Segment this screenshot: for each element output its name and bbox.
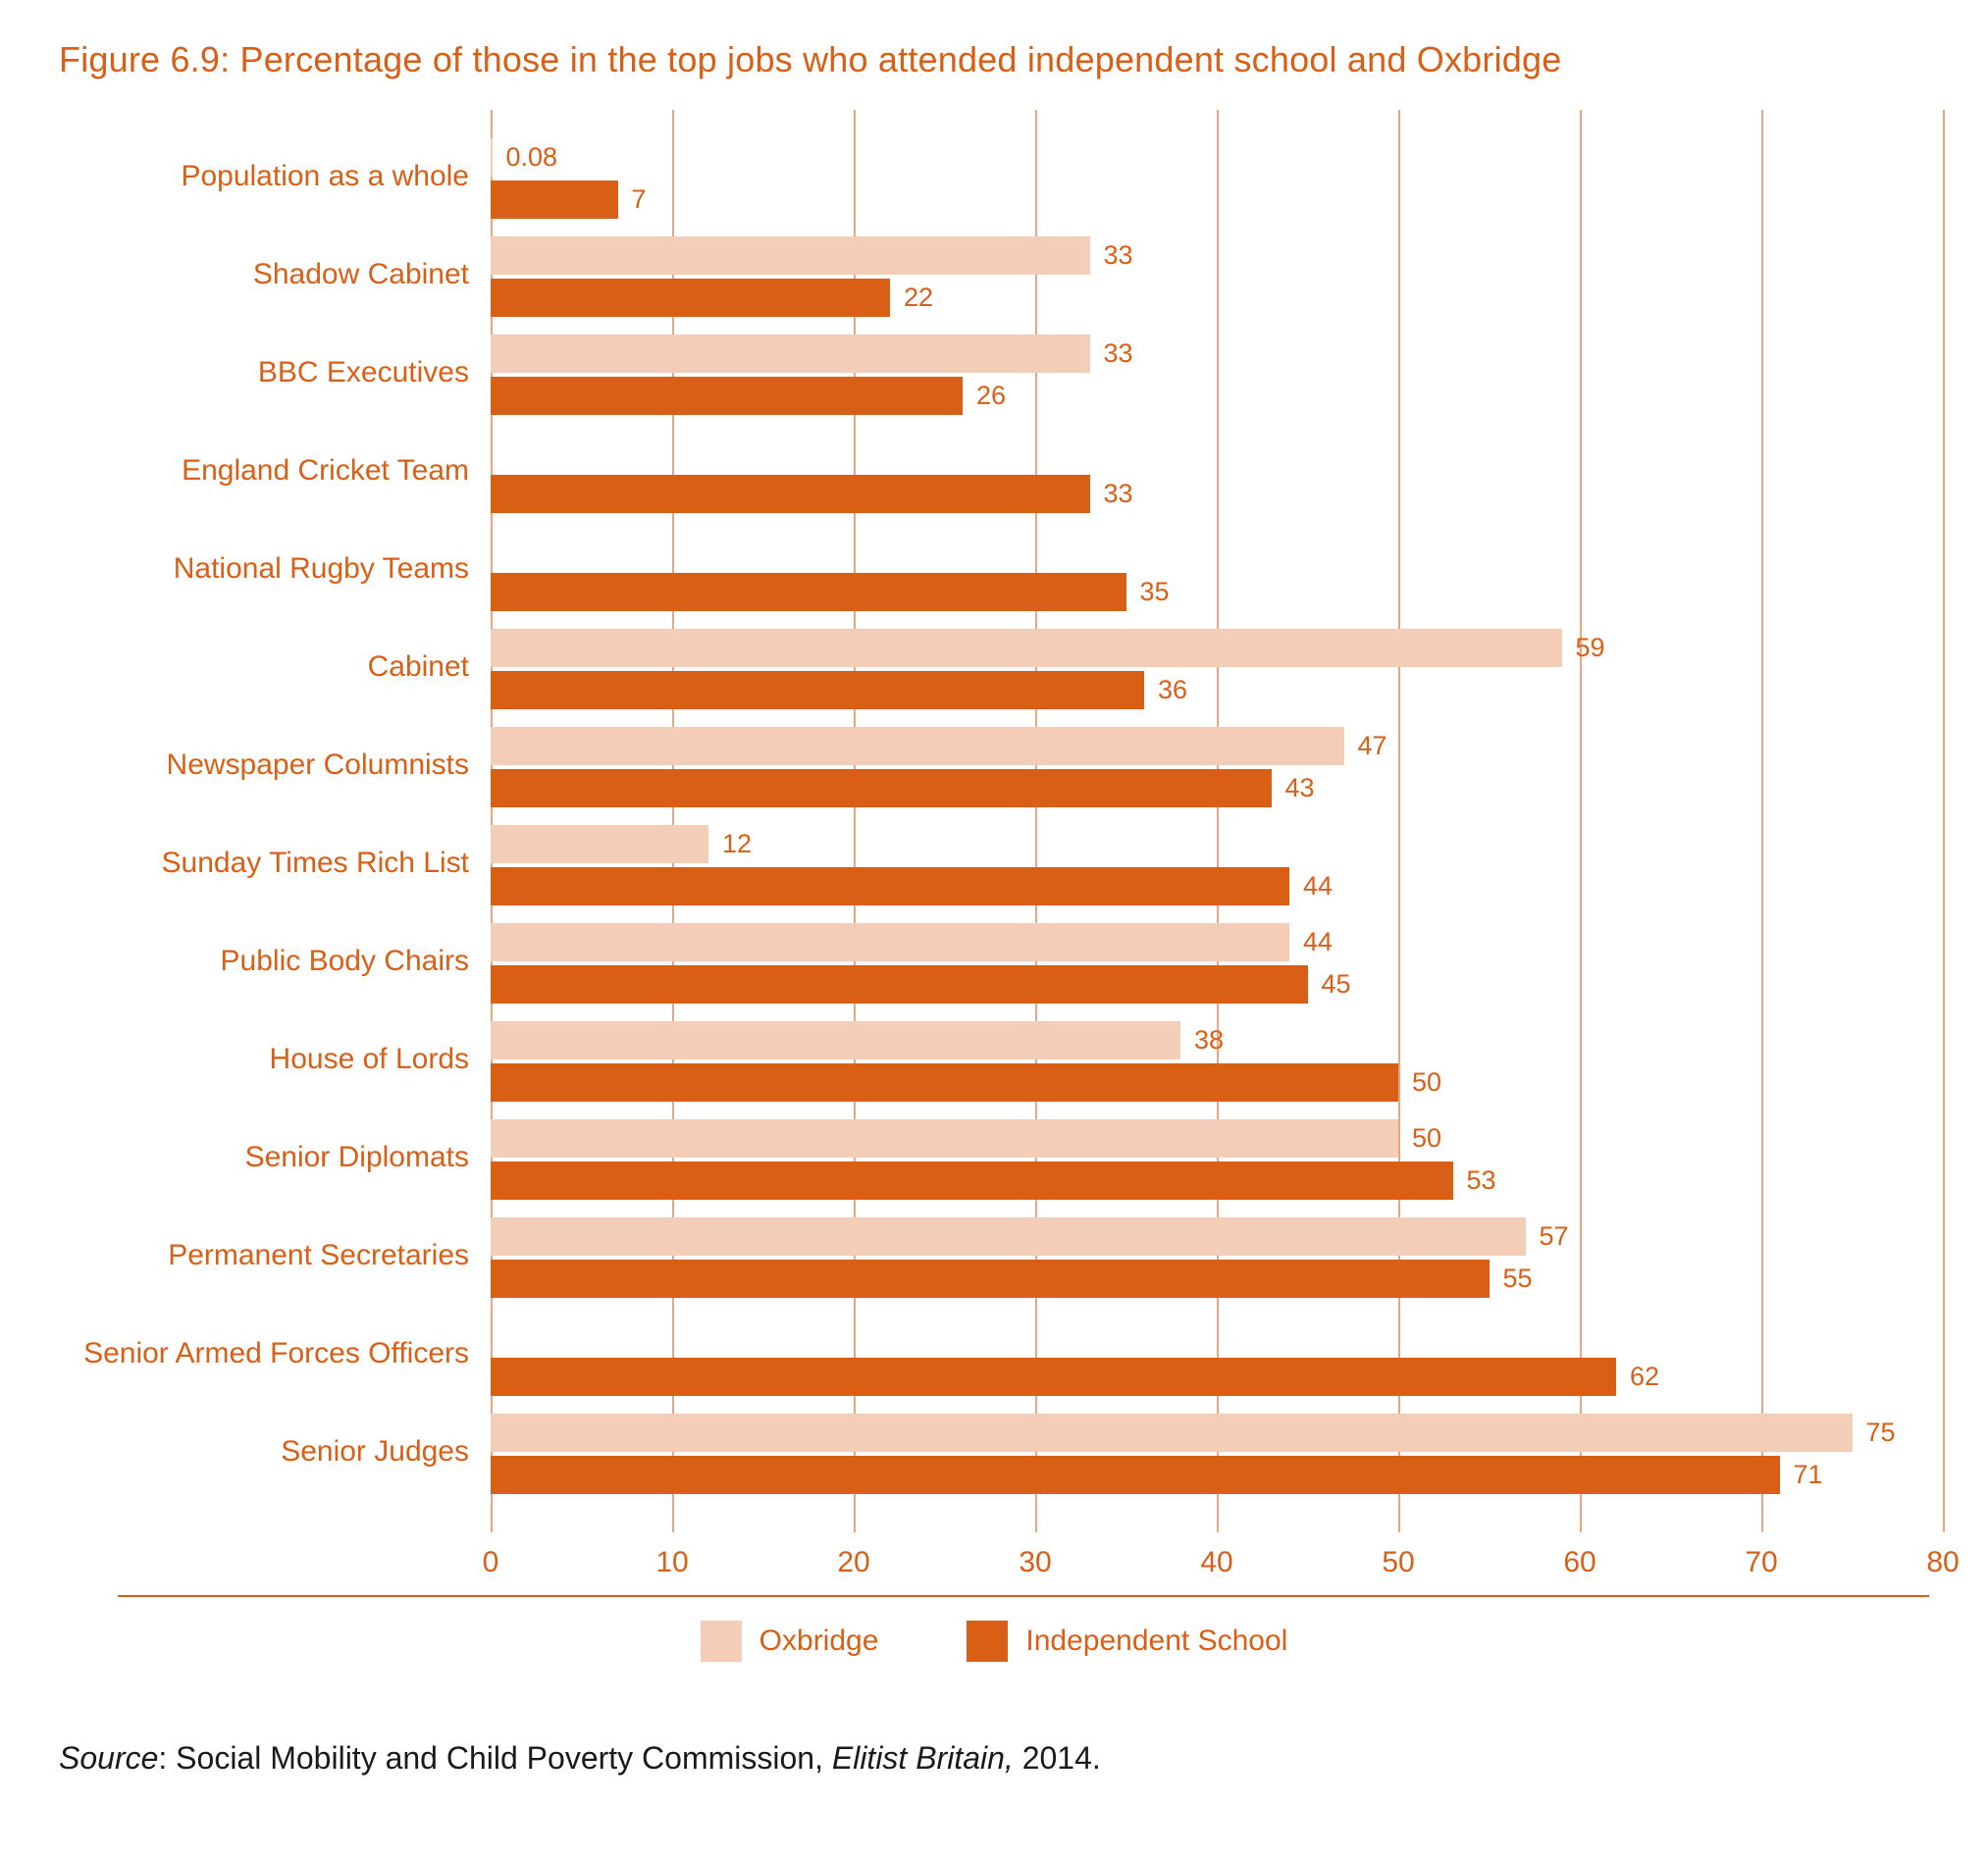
bar-independent	[491, 965, 1308, 1004]
bar-independent	[491, 181, 618, 219]
bar-value-oxbridge: 50	[1412, 1123, 1441, 1154]
bar-value-independent: 44	[1303, 871, 1333, 902]
gridline	[491, 110, 493, 1532]
figure-title: Figure 6.9: Percentage of those in the t…	[59, 39, 1929, 80]
gridline	[672, 110, 674, 1532]
bar-value-independent: 22	[904, 283, 933, 313]
category-label: National Rugby Teams	[59, 552, 469, 586]
bar-value-independent: 7	[632, 184, 647, 215]
category-label: England Cricket Team	[59, 454, 469, 488]
legend: Oxbridge Independent School	[59, 1621, 1929, 1662]
bar-independent	[491, 573, 1126, 611]
bar-value-independent: 53	[1467, 1165, 1496, 1196]
legend-item-independent: Independent School	[967, 1621, 1287, 1662]
axis-baseline	[118, 1595, 1929, 1597]
bar-oxbridge	[491, 335, 1090, 373]
x-tick-label: 80	[1926, 1546, 1959, 1579]
bar-value-independent: 55	[1503, 1264, 1533, 1294]
bar-value-oxbridge: 33	[1104, 338, 1133, 369]
bar-oxbridge	[491, 138, 493, 177]
category-label: Population as a whole	[59, 160, 469, 193]
bar-independent	[491, 279, 890, 317]
x-tick-label: 10	[655, 1546, 688, 1579]
gridline	[1217, 110, 1219, 1532]
x-tick-label: 70	[1745, 1546, 1777, 1579]
bar-value-independent: 50	[1412, 1067, 1441, 1098]
legend-label-oxbridge: Oxbridge	[759, 1625, 879, 1658]
bar-independent	[491, 671, 1144, 709]
bar-independent	[491, 1063, 1398, 1102]
category-label: Sunday Times Rich List	[59, 847, 469, 880]
x-tick-label: 20	[837, 1546, 869, 1579]
category-label: Senior Diplomats	[59, 1141, 469, 1174]
source-title: Elitist Britain,	[832, 1740, 1014, 1776]
bar-independent	[491, 1358, 1616, 1396]
bar-independent	[491, 1260, 1490, 1298]
bar-chart: 01020304050607080Population as a whole0.…	[59, 110, 1929, 1601]
category-label: Senior Judges	[59, 1435, 469, 1469]
x-tick-label: 60	[1563, 1546, 1596, 1579]
bar-oxbridge	[491, 727, 1344, 765]
bar-value-oxbridge: 38	[1194, 1025, 1224, 1056]
bar-independent	[491, 377, 963, 415]
bar-value-independent: 71	[1794, 1460, 1823, 1490]
x-tick-label: 0	[483, 1546, 499, 1579]
bar-value-oxbridge: 59	[1576, 633, 1605, 663]
bar-independent	[491, 1456, 1780, 1494]
bar-value-independent: 33	[1104, 479, 1133, 509]
bar-oxbridge	[491, 236, 1090, 275]
bar-value-independent: 26	[976, 381, 1006, 411]
legend-item-oxbridge: Oxbridge	[701, 1621, 879, 1662]
source-text-1: : Social Mobility and Child Poverty Comm…	[158, 1740, 831, 1776]
category-label: Cabinet	[59, 650, 469, 684]
gridline	[1035, 110, 1037, 1532]
bar-value-independent: 35	[1140, 577, 1170, 607]
bar-value-oxbridge: 75	[1866, 1418, 1896, 1448]
bar-value-independent: 45	[1322, 969, 1351, 1000]
gridline	[1580, 110, 1582, 1532]
bar-oxbridge	[491, 629, 1562, 667]
bar-independent	[491, 1161, 1453, 1200]
gridline	[854, 110, 856, 1532]
bar-oxbridge	[491, 1414, 1853, 1452]
category-label: Public Body Chairs	[59, 945, 469, 978]
bar-value-oxbridge: 57	[1540, 1221, 1569, 1252]
category-label: Permanent Secretaries	[59, 1239, 469, 1272]
category-label: BBC Executives	[59, 356, 469, 389]
x-tick-label: 30	[1019, 1546, 1051, 1579]
source-text-2: 2014.	[1014, 1740, 1101, 1776]
bar-value-oxbridge: 47	[1358, 731, 1387, 761]
category-label: House of Lords	[59, 1043, 469, 1076]
bar-value-independent: 36	[1158, 675, 1187, 705]
x-tick-label: 50	[1382, 1546, 1414, 1579]
bar-oxbridge	[491, 1119, 1398, 1158]
figure-container: Figure 6.9: Percentage of those in the t…	[0, 0, 1988, 1835]
legend-swatch-independent	[967, 1621, 1008, 1662]
bar-oxbridge	[491, 1217, 1526, 1256]
category-label: Shadow Cabinet	[59, 258, 469, 291]
bar-independent	[491, 475, 1090, 513]
source-citation: Source: Social Mobility and Child Povert…	[59, 1740, 1929, 1777]
bar-value-oxbridge: 33	[1104, 240, 1133, 271]
category-label: Newspaper Columnists	[59, 748, 469, 782]
source-prefix: Source	[59, 1740, 158, 1776]
bar-oxbridge	[491, 825, 708, 863]
gridline	[1761, 110, 1763, 1532]
legend-swatch-oxbridge	[701, 1621, 742, 1662]
bar-value-oxbridge: 0.08	[505, 142, 557, 173]
bar-oxbridge	[491, 923, 1289, 961]
legend-label-independent: Independent School	[1025, 1625, 1287, 1658]
gridline	[1398, 110, 1400, 1532]
bar-value-independent: 43	[1285, 773, 1315, 803]
bar-independent	[491, 769, 1272, 807]
bar-value-independent: 62	[1630, 1362, 1659, 1392]
x-tick-label: 40	[1200, 1546, 1232, 1579]
bar-independent	[491, 867, 1289, 905]
bar-oxbridge	[491, 1021, 1180, 1059]
bar-value-oxbridge: 12	[722, 829, 752, 859]
gridline	[1943, 110, 1945, 1532]
category-label: Senior Armed Forces Officers	[59, 1337, 469, 1370]
bar-value-oxbridge: 44	[1303, 927, 1333, 957]
